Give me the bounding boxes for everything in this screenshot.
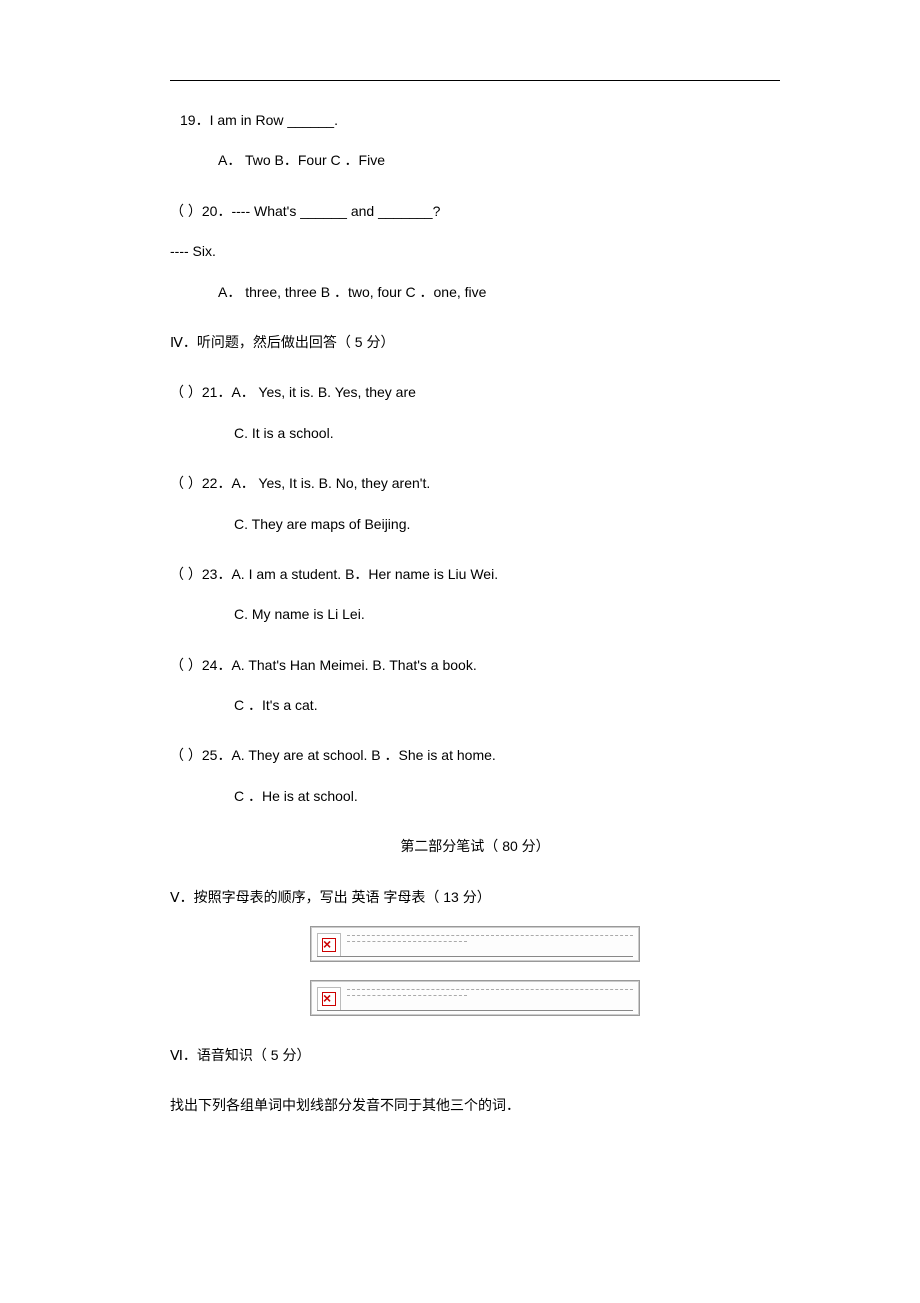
- writing-box-2: [310, 980, 640, 1016]
- q24-lineC: C ．It's a cat.: [170, 694, 780, 716]
- q19-stem: 19．I am in Row ______.: [170, 109, 780, 131]
- section6-instruction: 找出下列各组单词中划线部分发音不同于其他三个的词．: [170, 1094, 780, 1116]
- broken-image-icon: [317, 933, 341, 957]
- q22-lineC: C. They are maps of Beijing.: [170, 513, 780, 535]
- q20-stem: （ ）20．---- What's ______ and _______?: [170, 200, 780, 222]
- q21-lineC: C. It is a school.: [170, 422, 780, 444]
- page: 19．I am in Row ______. A． Two B．Four C ．…: [0, 0, 920, 1303]
- broken-image-icon: [317, 987, 341, 1011]
- section5-title: Ⅴ．按照字母表的顺序，写出 英语 字母表（ 13 分）: [170, 886, 780, 908]
- dash-line: [347, 989, 633, 990]
- part2-title: 第二部分笔试（ 80 分）: [170, 835, 780, 857]
- baseline: [317, 1010, 633, 1011]
- section4-title: Ⅳ．听问题，然后做出回答（ 5 分）: [170, 331, 780, 353]
- baseline: [317, 956, 633, 957]
- q24-lineA: （ ）24．A. That's Han Meimei. B. That's a …: [170, 654, 780, 676]
- q23-lineA: （ ）23．A. I am a student. B．Her name is L…: [170, 563, 780, 585]
- q21-lineA: （ ）21．A． Yes, it is. B. Yes, they are: [170, 381, 780, 403]
- q22-lineA: （ ）22．A． Yes, It is. B. No, they aren't.: [170, 472, 780, 494]
- q20-options: A． three, three B ．two, four C ．one, fiv…: [170, 281, 780, 303]
- writing-box-1: [310, 926, 640, 962]
- top-rule: [170, 80, 780, 81]
- q25-lineC: C ．He is at school.: [170, 785, 780, 807]
- q23-lineC: C. My name is Li Lei.: [170, 603, 780, 625]
- q19-options: A． Two B．Four C ．Five: [170, 149, 780, 171]
- section6-title: Ⅵ．语音知识（ 5 分）: [170, 1044, 780, 1066]
- dash-line: [347, 935, 633, 936]
- dash-line-2: [347, 941, 467, 942]
- q20-follow: ---- Six.: [170, 240, 780, 262]
- dash-line-2: [347, 995, 467, 996]
- q25-lineA: （ ）25．A. They are at school. B ．She is a…: [170, 744, 780, 766]
